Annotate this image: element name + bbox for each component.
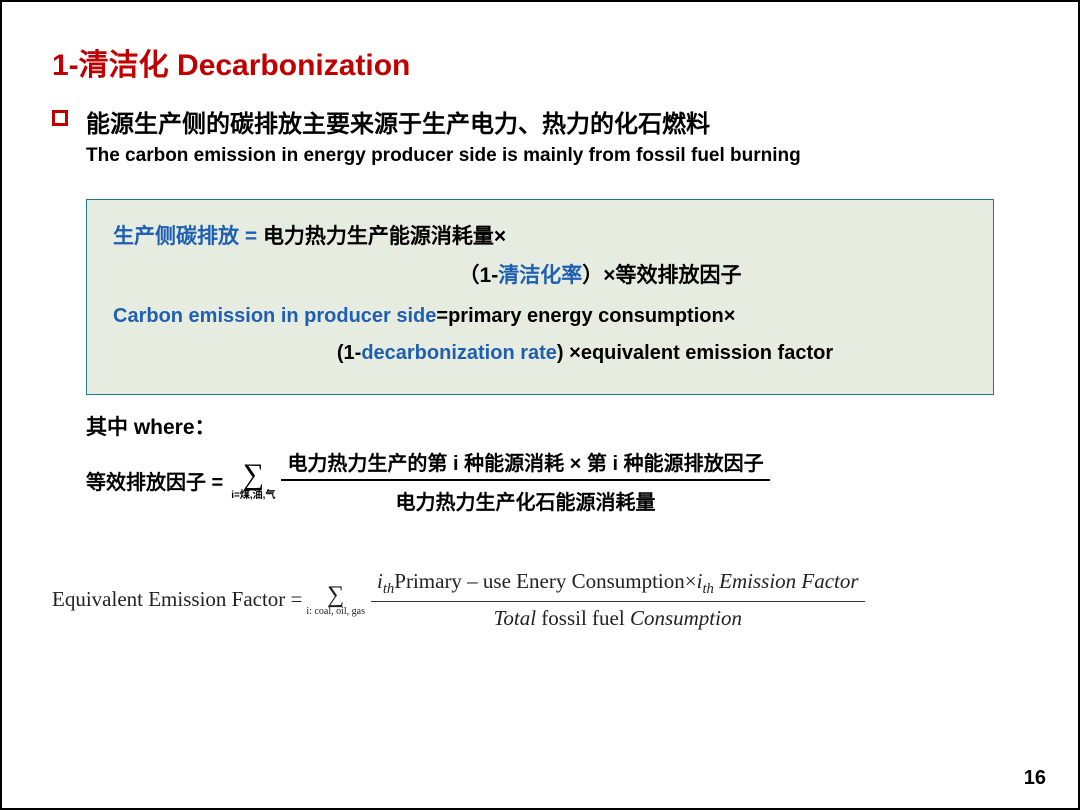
fraction-en: ithPrimary – use Enery Consumption×ith E… xyxy=(371,569,865,631)
sigma-icon: ∑ xyxy=(243,460,264,490)
fraction-cn-num: 电力热力生产的第 i 种能源消耗 × 第 i 种能源排放因子 xyxy=(281,447,769,479)
formula-line-1: 生产侧碳排放 = 电力热力生产能源消耗量× xyxy=(113,218,967,257)
fraction-en-den: Total fossil fuel Consumption xyxy=(488,602,748,631)
formula-en-line-2: (1-decarbonization rate) ×equivalent emi… xyxy=(203,335,967,372)
bullet-square-icon xyxy=(52,110,68,126)
formula-rhs-cn: 电力热力生产能源消耗量× xyxy=(263,225,506,248)
bullet-text-en: The carbon emission in energy producer s… xyxy=(86,145,1028,167)
formula-box: 生产侧碳排放 = 电力热力生产能源消耗量× （1-清洁化率）×等效排放因子 Ca… xyxy=(86,199,994,395)
sigma-sub-cn: i=煤,油,气 xyxy=(231,491,275,501)
num-b: Emission Factor xyxy=(714,569,859,593)
formula-en-line-1: Carbon emission in producer side=primary… xyxy=(113,298,967,335)
sigma-block-cn: ∑ i=煤,油,气 xyxy=(231,460,275,501)
formula-l2-c: ）×等效排放因子 xyxy=(582,264,741,287)
formula-en-rhs: =primary energy consumption× xyxy=(436,305,735,327)
where-label: 其中 where： xyxy=(86,411,994,441)
den-b: fossil fuel xyxy=(541,606,624,630)
equation-en-lhs: Equivalent Emission Factor = xyxy=(52,587,302,612)
formula-en-lhs: Carbon emission in producer side xyxy=(113,305,436,327)
fraction-cn: 电力热力生产的第 i 种能源消耗 × 第 i 种能源排放因子 电力热力生产化石能… xyxy=(281,447,769,515)
formula-l2-b: 清洁化率 xyxy=(498,264,582,287)
slide-title: 1-清洁化 Decarbonization xyxy=(52,40,1028,84)
den-a: Total xyxy=(494,606,542,630)
num-th2: th xyxy=(702,581,713,597)
page-number: 16 xyxy=(1024,767,1046,790)
formula-lhs-cn: 生产侧碳排放 = xyxy=(113,225,263,248)
formula-en2-b: decarbonization rate xyxy=(361,342,557,364)
formula-line-2: （1-清洁化率）×等效排放因子 xyxy=(233,257,967,296)
fraction-cn-lhs: 等效排放因子 = xyxy=(86,466,223,495)
formula-l2-a: （1- xyxy=(459,264,499,287)
fraction-cn-row: 等效排放因子 = ∑ i=煤,油,气 电力热力生产的第 i 种能源消耗 × 第 … xyxy=(86,447,994,515)
num-a: Primary – use Enery Consumption× xyxy=(394,569,696,593)
title-text-cn: 1-清洁化 xyxy=(52,49,169,82)
where-block: 其中 where： 等效排放因子 = ∑ i=煤,油,气 电力热力生产的第 i … xyxy=(86,411,994,515)
sigma-sub-en: i: coal, oil, gas xyxy=(306,607,365,617)
formula-en2-c: ) ×equivalent emission factor xyxy=(557,342,833,364)
bullet-row: 能源生产侧的碳排放主要来源于生产电力、热力的化石燃料 xyxy=(52,104,1028,139)
sigma-icon: ∑ xyxy=(327,583,344,607)
den-c: Consumption xyxy=(625,606,742,630)
bullet-text-cn: 能源生产侧的碳排放主要来源于生产电力、热力的化石燃料 xyxy=(86,104,710,139)
sigma-block-en: ∑ i: coal, oil, gas xyxy=(306,583,365,617)
fraction-en-num: ithPrimary – use Enery Consumption×ith E… xyxy=(371,569,865,601)
title-text-en: Decarbonization xyxy=(169,49,411,82)
formula-en2-a: (1- xyxy=(337,342,361,364)
equation-en-row: Equivalent Emission Factor = ∑ i: coal, … xyxy=(52,569,1028,631)
fraction-cn-den: 电力热力生产化石能源消耗量 xyxy=(390,481,662,515)
num-th1: th xyxy=(383,581,394,597)
